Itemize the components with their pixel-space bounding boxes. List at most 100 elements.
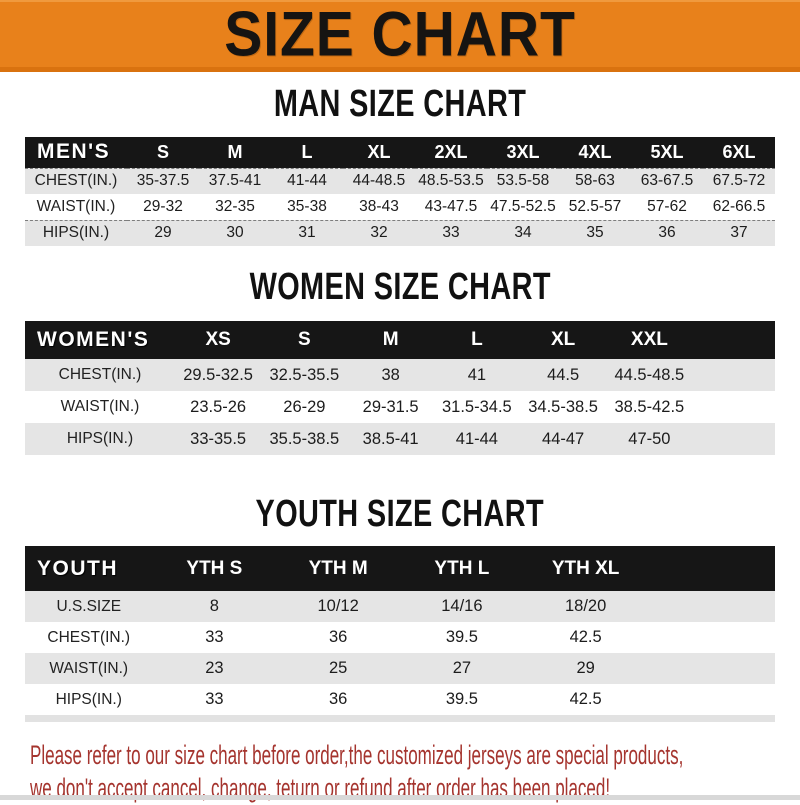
cell: 42.5 [523, 622, 648, 653]
men-hips-row: HIPS(IN.) 29 30 31 32 33 34 35 36 37 [25, 219, 775, 246]
cell: 32 [343, 219, 415, 246]
men-table-label: MEN'S [25, 137, 127, 168]
cell: 35 [559, 219, 631, 246]
women-col-header: S [261, 321, 348, 359]
cell: 34.5-38.5 [520, 391, 607, 423]
cell: 36 [631, 219, 703, 246]
youth-chest-row: CHEST(IN.) 33 36 39.5 42.5 [25, 622, 775, 653]
cell: 47.5-52.5 [487, 194, 559, 220]
cell: 25 [276, 653, 400, 684]
cell: 58-63 [559, 167, 631, 194]
youth-table-label: YOUTH [25, 546, 153, 591]
cell: 29-31.5 [347, 391, 434, 423]
cell: 43-47.5 [415, 194, 487, 220]
cell: 47-50 [606, 423, 693, 455]
cell: 62-66.5 [703, 194, 775, 220]
women-chest-row: CHEST(IN.) 29.5-32.5 32.5-35.5 38 41 44.… [25, 359, 775, 391]
disclaimer-line-2: we don't accept cancel, change, teturn o… [30, 773, 611, 803]
men-col-header: M [199, 137, 271, 168]
men-size-table: MEN'S S M L XL 2XL 3XL 4XL 5XL 6XL CHEST… [25, 137, 775, 246]
men-col-header: XL [343, 137, 415, 168]
cell: 44-47 [520, 423, 607, 455]
cell: 32.5-35.5 [261, 359, 348, 391]
youth-size-table: YOUTH YTH S YTH M YTH L YTH XL U.S.SIZE … [25, 546, 775, 715]
filler [647, 546, 775, 591]
cell: 33 [415, 219, 487, 246]
youth-waist-row: WAIST(IN.) 23 25 27 29 [25, 653, 775, 684]
cell: 29 [523, 653, 648, 684]
men-waist-row: WAIST(IN.) 29-32 32-35 35-38 38-43 43-47… [25, 194, 775, 220]
cell: 41-44 [271, 167, 343, 194]
youth-col-header: YTH S [152, 546, 277, 591]
men-col-header: 6XL [703, 137, 775, 168]
youth-section-title-text: YOUTH SIZE CHART [255, 493, 545, 535]
cell: 30 [199, 219, 271, 246]
filler-cell [647, 591, 775, 622]
filler-cell [647, 622, 775, 653]
youth-col-header: YTH XL [523, 546, 648, 591]
youth-hips-row: HIPS(IN.) 33 36 39.5 42.5 [25, 684, 775, 715]
cell: 33 [152, 622, 277, 653]
cell: 23 [152, 653, 277, 684]
men-section-title: MAN SIZE CHART [0, 85, 800, 123]
row-label: CHEST(IN.) [25, 622, 153, 653]
row-label: U.S.SIZE [25, 591, 153, 622]
cell: 35.5-38.5 [261, 423, 348, 455]
bottom-edge-strip [0, 795, 800, 800]
women-section-title: WOMEN SIZE CHART [0, 268, 800, 306]
filler-cell [692, 359, 775, 391]
cell: 67.5-72 [703, 167, 775, 194]
cell: 57-62 [631, 194, 703, 220]
men-col-header: 3XL [487, 137, 559, 168]
cell: 41-44 [433, 423, 520, 455]
cell: 38.5-41 [347, 423, 434, 455]
filler-cell [692, 423, 775, 455]
men-col-header: 2XL [415, 137, 487, 168]
cell: 38-43 [343, 194, 415, 220]
row-label: CHEST(IN.) [25, 359, 175, 391]
men-col-header: 4XL [559, 137, 631, 168]
cell: 38 [347, 359, 434, 391]
women-waist-row: WAIST(IN.) 23.5-26 26-29 29-31.5 31.5-34… [25, 391, 775, 423]
disclaimer: Please refer to our size chart before or… [0, 739, 800, 805]
cell: 33 [152, 684, 277, 715]
row-label: HIPS(IN.) [25, 219, 127, 246]
cell: 34 [487, 219, 559, 246]
filler [692, 321, 775, 359]
men-section-title-text: MAN SIZE CHART [273, 83, 527, 125]
cell: 38.5-42.5 [606, 391, 693, 423]
cell: 18/20 [523, 591, 648, 622]
youth-section-title: YOUTH SIZE CHART [0, 495, 800, 533]
cell: 44.5 [520, 359, 607, 391]
disclaimer-line-1: Please refer to our size chart before or… [30, 740, 684, 770]
cell: 36 [276, 622, 400, 653]
row-label: WAIST(IN.) [25, 653, 153, 684]
cell: 27 [400, 653, 524, 684]
cell: 53.5-58 [487, 167, 559, 194]
filler-cell [647, 653, 775, 684]
cell: 42.5 [523, 684, 648, 715]
cell: 41 [433, 359, 520, 391]
youth-table-bottom-strip [25, 715, 775, 722]
cell: 31.5-34.5 [433, 391, 520, 423]
row-label: WAIST(IN.) [25, 194, 127, 220]
cell: 23.5-26 [175, 391, 262, 423]
cell: 37.5-41 [199, 167, 271, 194]
banner-title: SIZE CHART [224, 0, 576, 70]
cell: 10/12 [276, 591, 400, 622]
men-table-header-row: MEN'S S M L XL 2XL 3XL 4XL 5XL 6XL [25, 137, 775, 168]
youth-ussize-row: U.S.SIZE 8 10/12 14/16 18/20 [25, 591, 775, 622]
youth-table-header-row: YOUTH YTH S YTH M YTH L YTH XL [25, 546, 775, 591]
cell: 8 [152, 591, 277, 622]
cell: 32-35 [199, 194, 271, 220]
cell: 29-32 [127, 194, 199, 220]
cell: 33-35.5 [175, 423, 262, 455]
cell: 35-37.5 [127, 167, 199, 194]
cell: 36 [276, 684, 400, 715]
cell: 29.5-32.5 [175, 359, 262, 391]
women-hips-row: HIPS(IN.) 33-35.5 35.5-38.5 38.5-41 41-4… [25, 423, 775, 455]
cell: 26-29 [261, 391, 348, 423]
women-table-header-row: WOMEN'S XS S M L XL XXL [25, 321, 775, 359]
cell: 31 [271, 219, 343, 246]
cell: 44-48.5 [343, 167, 415, 194]
